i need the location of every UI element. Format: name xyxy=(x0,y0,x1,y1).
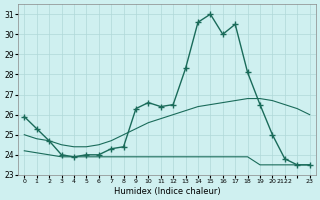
X-axis label: Humidex (Indice chaleur): Humidex (Indice chaleur) xyxy=(114,187,220,196)
